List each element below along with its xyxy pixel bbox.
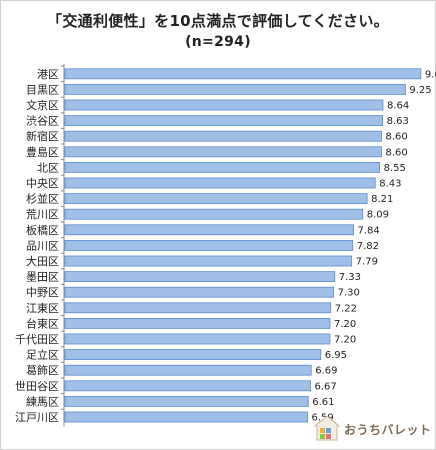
value-label: 6.95	[325, 350, 347, 361]
category-label: 新宿区	[26, 129, 59, 143]
bar	[64, 411, 308, 423]
category-label: 墨田区	[26, 271, 59, 284]
value-label: 8.55	[384, 163, 406, 174]
bar	[64, 146, 382, 158]
bar	[64, 193, 368, 205]
category-label: 北区	[37, 161, 59, 174]
bar	[64, 380, 311, 392]
value-label: 7.30	[338, 288, 360, 299]
bar	[64, 161, 381, 173]
chart-subtitle: (n=294)	[185, 34, 251, 50]
category-label: 目黒区	[26, 83, 59, 96]
value-label: 6.61	[312, 397, 334, 408]
category-label: 品川区	[26, 239, 59, 252]
bar	[64, 317, 331, 329]
chart-title: 「交通利便性」を10点満点で評価してください。	[47, 12, 389, 30]
category-label: 杉並区	[26, 192, 59, 206]
value-label: 8.09	[367, 210, 389, 221]
category-label: 中野区	[26, 286, 59, 299]
category-label: 豊島区	[26, 145, 59, 159]
category-label: 江東区	[26, 302, 59, 315]
bar	[64, 286, 335, 298]
value-label: 8.60	[385, 147, 407, 158]
value-label: 9.25	[409, 85, 431, 96]
value-label: 6.67	[314, 381, 336, 392]
bar	[64, 208, 364, 220]
value-label: 8.60	[385, 132, 407, 143]
bar	[64, 302, 332, 314]
bar	[64, 115, 383, 126]
value-label: 8.43	[379, 179, 401, 190]
brand-logo-text: おうちバレット	[344, 423, 432, 437]
category-label: 葛飾区	[26, 364, 59, 377]
value-label: 6.59	[312, 413, 334, 424]
bar	[64, 239, 354, 251]
value-label: 7.82	[357, 241, 379, 252]
value-label: 8.64	[387, 101, 409, 112]
value-label: 7.33	[339, 272, 361, 283]
value-label: 8.21	[371, 194, 393, 205]
value-label: 7.84	[358, 225, 380, 236]
category-label: 文京区	[26, 98, 59, 112]
value-label: 6.69	[315, 366, 337, 377]
value-label: 7.20	[334, 335, 356, 346]
category-label: 千代田区	[15, 333, 59, 346]
bar	[64, 224, 354, 236]
bar	[64, 271, 336, 283]
category-label: 世田谷区	[15, 380, 59, 393]
brand-logo: おうちバレット	[314, 415, 432, 445]
bar	[64, 255, 353, 267]
category-label: 板橋区	[26, 223, 59, 237]
bar	[64, 84, 406, 95]
category-label: 台東区	[26, 316, 59, 330]
bar	[64, 333, 331, 345]
bar	[64, 68, 422, 80]
bar	[64, 177, 376, 189]
category-label: 中央区	[26, 177, 59, 190]
bar	[64, 364, 312, 376]
category-label: 足立区	[26, 348, 59, 362]
value-label: 7.79	[356, 257, 378, 268]
value-label: 7.22	[335, 303, 357, 314]
bar	[64, 130, 382, 142]
bar	[64, 349, 322, 361]
value-label: 7.20	[334, 319, 356, 330]
category-label: 大田区	[26, 254, 59, 268]
category-label: 荒川区	[26, 208, 59, 221]
category-label: 練馬区	[26, 394, 59, 408]
bar	[64, 99, 384, 111]
house-icon	[314, 415, 340, 441]
category-label: 港区	[37, 68, 59, 81]
category-label: 江戸川区	[15, 411, 59, 424]
value-label: 9.67	[425, 69, 436, 80]
category-label: 渋谷区	[26, 115, 59, 128]
bar	[64, 395, 309, 407]
value-label: 8.63	[387, 116, 409, 127]
